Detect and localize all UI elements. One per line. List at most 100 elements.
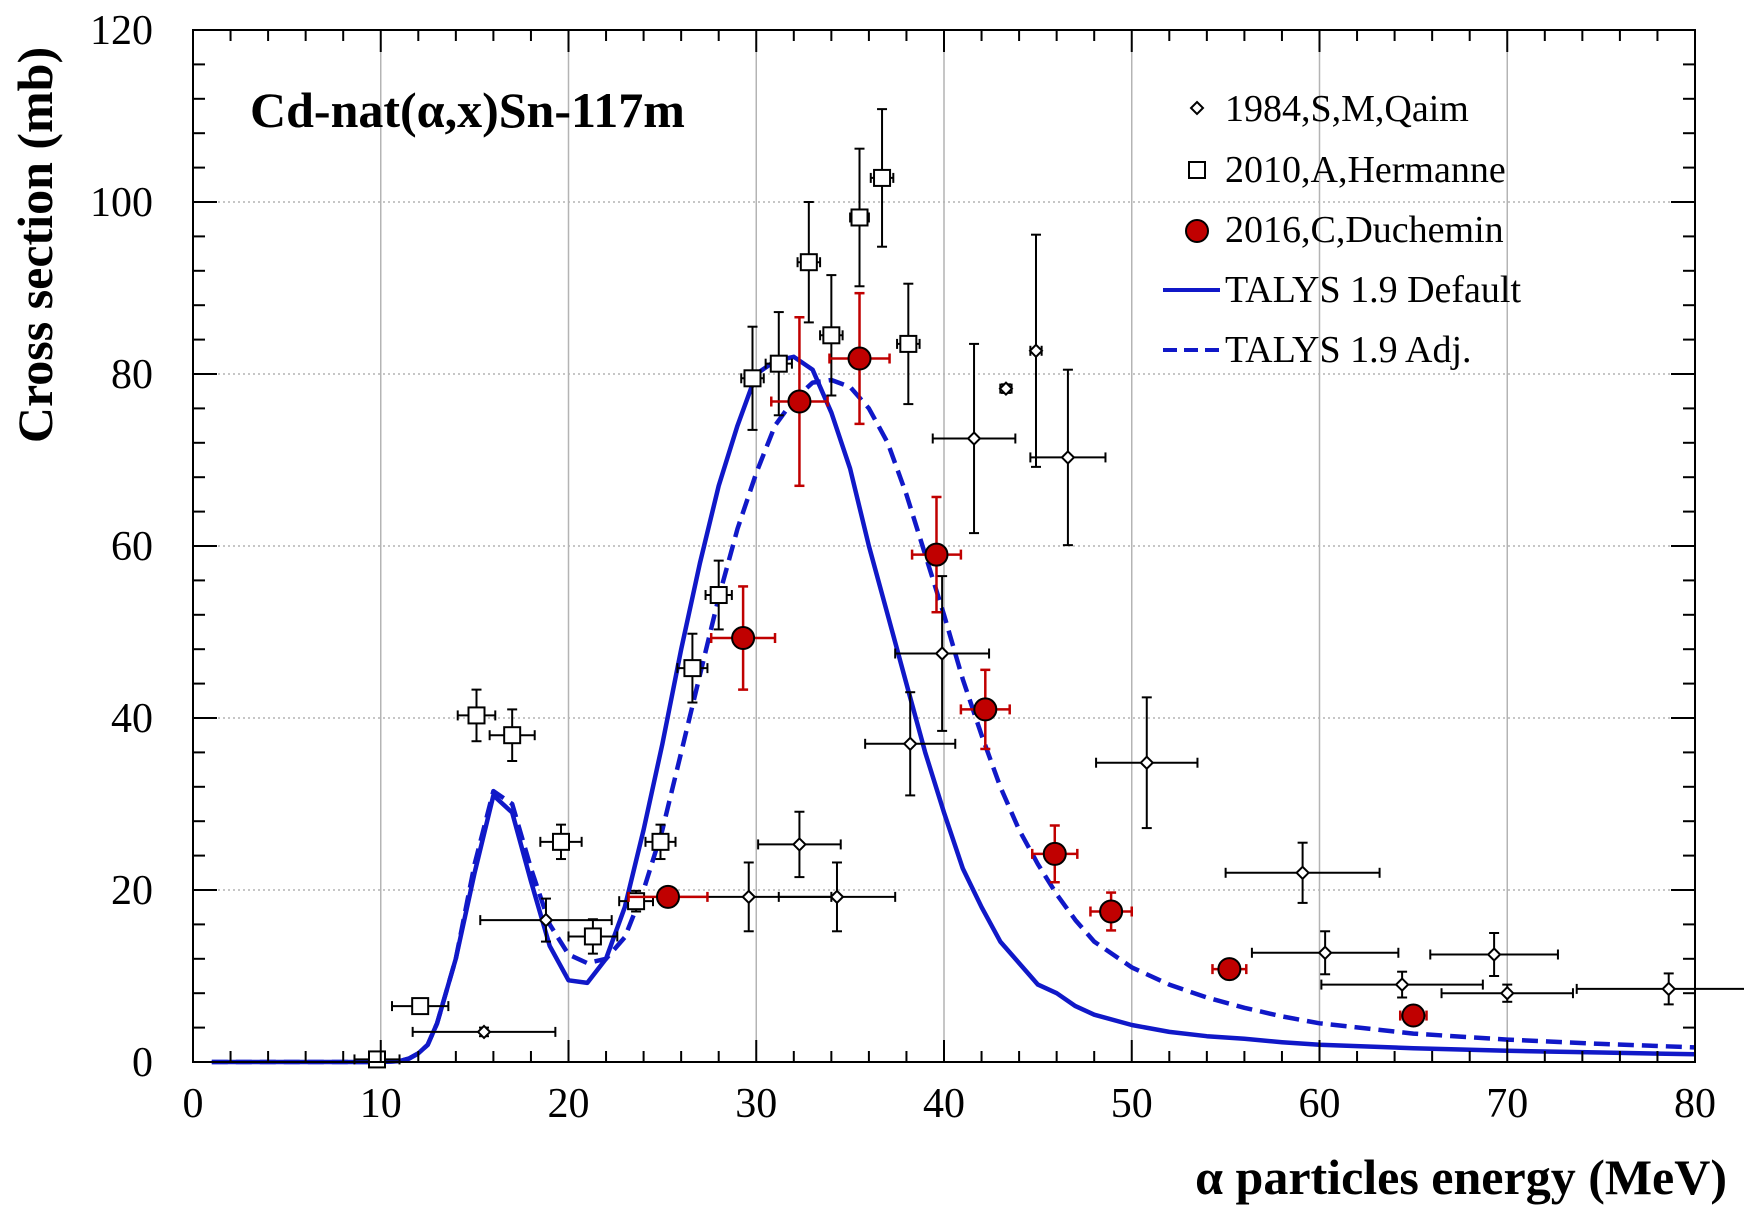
diamond-marker: [998, 381, 1014, 397]
hermanne-point: [539, 823, 583, 861]
duchemin-point: [1398, 1003, 1428, 1028]
legend-item-hermanne: 2010,A,Hermanne: [1188, 149, 1506, 191]
legend-item-talys-default: TALYS 1.9 Default: [1163, 269, 1521, 311]
hermanne-point: [764, 311, 793, 417]
duchemin-point: [1211, 957, 1248, 982]
square-marker: [899, 334, 918, 353]
legend-item-qaim: 1984,S,M,Qaim: [1189, 88, 1469, 130]
diamond-marker: [829, 889, 845, 905]
hermanne-point: [849, 147, 870, 288]
diamond-marker: [1317, 945, 1333, 961]
legend-item-talys-adj: TALYS 1.9 Adj.: [1163, 329, 1472, 371]
hermanne-point: [896, 282, 921, 406]
legend: 1984,S,M,Qaim 2010,A,Hermanne 2016,C,Duc…: [1163, 88, 1521, 371]
diamond-marker: [741, 889, 757, 905]
x-tick-label: 0: [183, 1081, 204, 1127]
diamond-marker: [538, 912, 554, 928]
x-tick-label: 10: [360, 1081, 402, 1127]
y-tick-label: 20: [111, 868, 153, 914]
qaim-point: [1575, 972, 1744, 1006]
square-marker: [822, 326, 841, 345]
square-marker: [367, 1050, 386, 1069]
x-tick-label: 20: [548, 1081, 590, 1127]
y-tick-label: 0: [132, 1040, 153, 1086]
hermanne-point: [488, 708, 536, 762]
qaim-point: [1029, 368, 1107, 547]
hermanne-point: [676, 632, 709, 704]
circle-marker: [731, 626, 756, 651]
square-marker: [411, 997, 430, 1016]
diamond-marker: [966, 431, 982, 446]
circle-marker: [1217, 957, 1242, 982]
x-tick-label: 40: [923, 1081, 965, 1127]
qaim-point: [757, 810, 842, 879]
duchemin-point: [959, 668, 1011, 751]
legend-label-talys-default: TALYS 1.9 Default: [1225, 269, 1521, 311]
diamond-marker: [1661, 981, 1677, 997]
square-marker: [799, 253, 818, 272]
legend-label-qaim: 1984,S,M,Qaim: [1225, 88, 1469, 130]
diamond-marker: [1060, 450, 1076, 465]
duchemin-point: [1030, 824, 1079, 884]
square-marker-icon: [1188, 161, 1206, 179]
hermanne-point: [567, 918, 619, 955]
qaim-point: [864, 691, 957, 797]
hermanne-point: [869, 108, 895, 248]
duchemin-point: [627, 884, 709, 909]
y-tick-label: 80: [111, 352, 153, 398]
qaim-point: [894, 575, 991, 732]
tick-labels: 0 10 20 30 40 50 60 70 80 0 20 40 60 80 100 120: [90, 8, 1716, 1127]
circle-marker: [656, 884, 681, 909]
qaim-point: [1095, 696, 1199, 830]
diamond-marker: [1028, 343, 1044, 359]
diamond-marker: [1486, 947, 1502, 962]
hermanne-point: [819, 274, 844, 397]
hermanne-point: [644, 823, 677, 861]
x-tick-label: 30: [735, 1081, 777, 1127]
y-tick-label: 60: [111, 524, 153, 570]
duchemin-point: [1089, 891, 1133, 932]
duchemin-point: [770, 315, 829, 488]
square-marker: [743, 369, 762, 388]
qaim-point: [931, 342, 1017, 535]
legend-label-hermanne: 2010,A,Hermanne: [1225, 149, 1506, 191]
square-marker: [709, 586, 728, 605]
qaim-point: [1250, 930, 1400, 976]
x-axis-title: α particles energy (MeV): [1195, 1149, 1727, 1205]
circle-marker: [1042, 841, 1067, 866]
hermanne-point: [456, 688, 497, 743]
qaim-point: [411, 1024, 557, 1040]
qaim-point: [998, 381, 1014, 397]
y-tick-label: 100: [90, 180, 153, 226]
qaim-point: [1224, 841, 1381, 904]
diamond-marker: [476, 1024, 492, 1040]
square-marker: [651, 832, 670, 851]
hermanne-point: [704, 559, 733, 631]
circle-marker: [787, 389, 812, 414]
square-marker: [769, 354, 788, 373]
duchemin-point: [828, 291, 891, 426]
circle-marker: [847, 346, 872, 371]
square-marker: [503, 726, 522, 745]
square-marker: [683, 659, 702, 678]
diamond-marker: [1139, 755, 1155, 771]
square-marker: [551, 832, 570, 851]
legend-item-duchemin: 2016,C,Duchemin: [1185, 209, 1504, 251]
qaim-point: [1429, 932, 1559, 977]
circle-marker: [924, 542, 949, 567]
qaim-point: [1320, 970, 1484, 999]
legend-label-talys-adj: TALYS 1.9 Adj.: [1225, 329, 1472, 371]
square-marker: [627, 892, 646, 911]
x-tick-label: 70: [1486, 1081, 1528, 1127]
duchemin-point: [709, 585, 777, 691]
square-marker: [467, 706, 486, 725]
hermanne-point: [391, 997, 450, 1016]
qaim-point: [777, 861, 897, 933]
x-tick-label: 60: [1299, 1081, 1341, 1127]
diamond-marker: [1394, 977, 1410, 993]
qaim-point: [1440, 983, 1574, 1003]
x-tick-label: 50: [1111, 1081, 1153, 1127]
square-marker: [873, 168, 892, 187]
